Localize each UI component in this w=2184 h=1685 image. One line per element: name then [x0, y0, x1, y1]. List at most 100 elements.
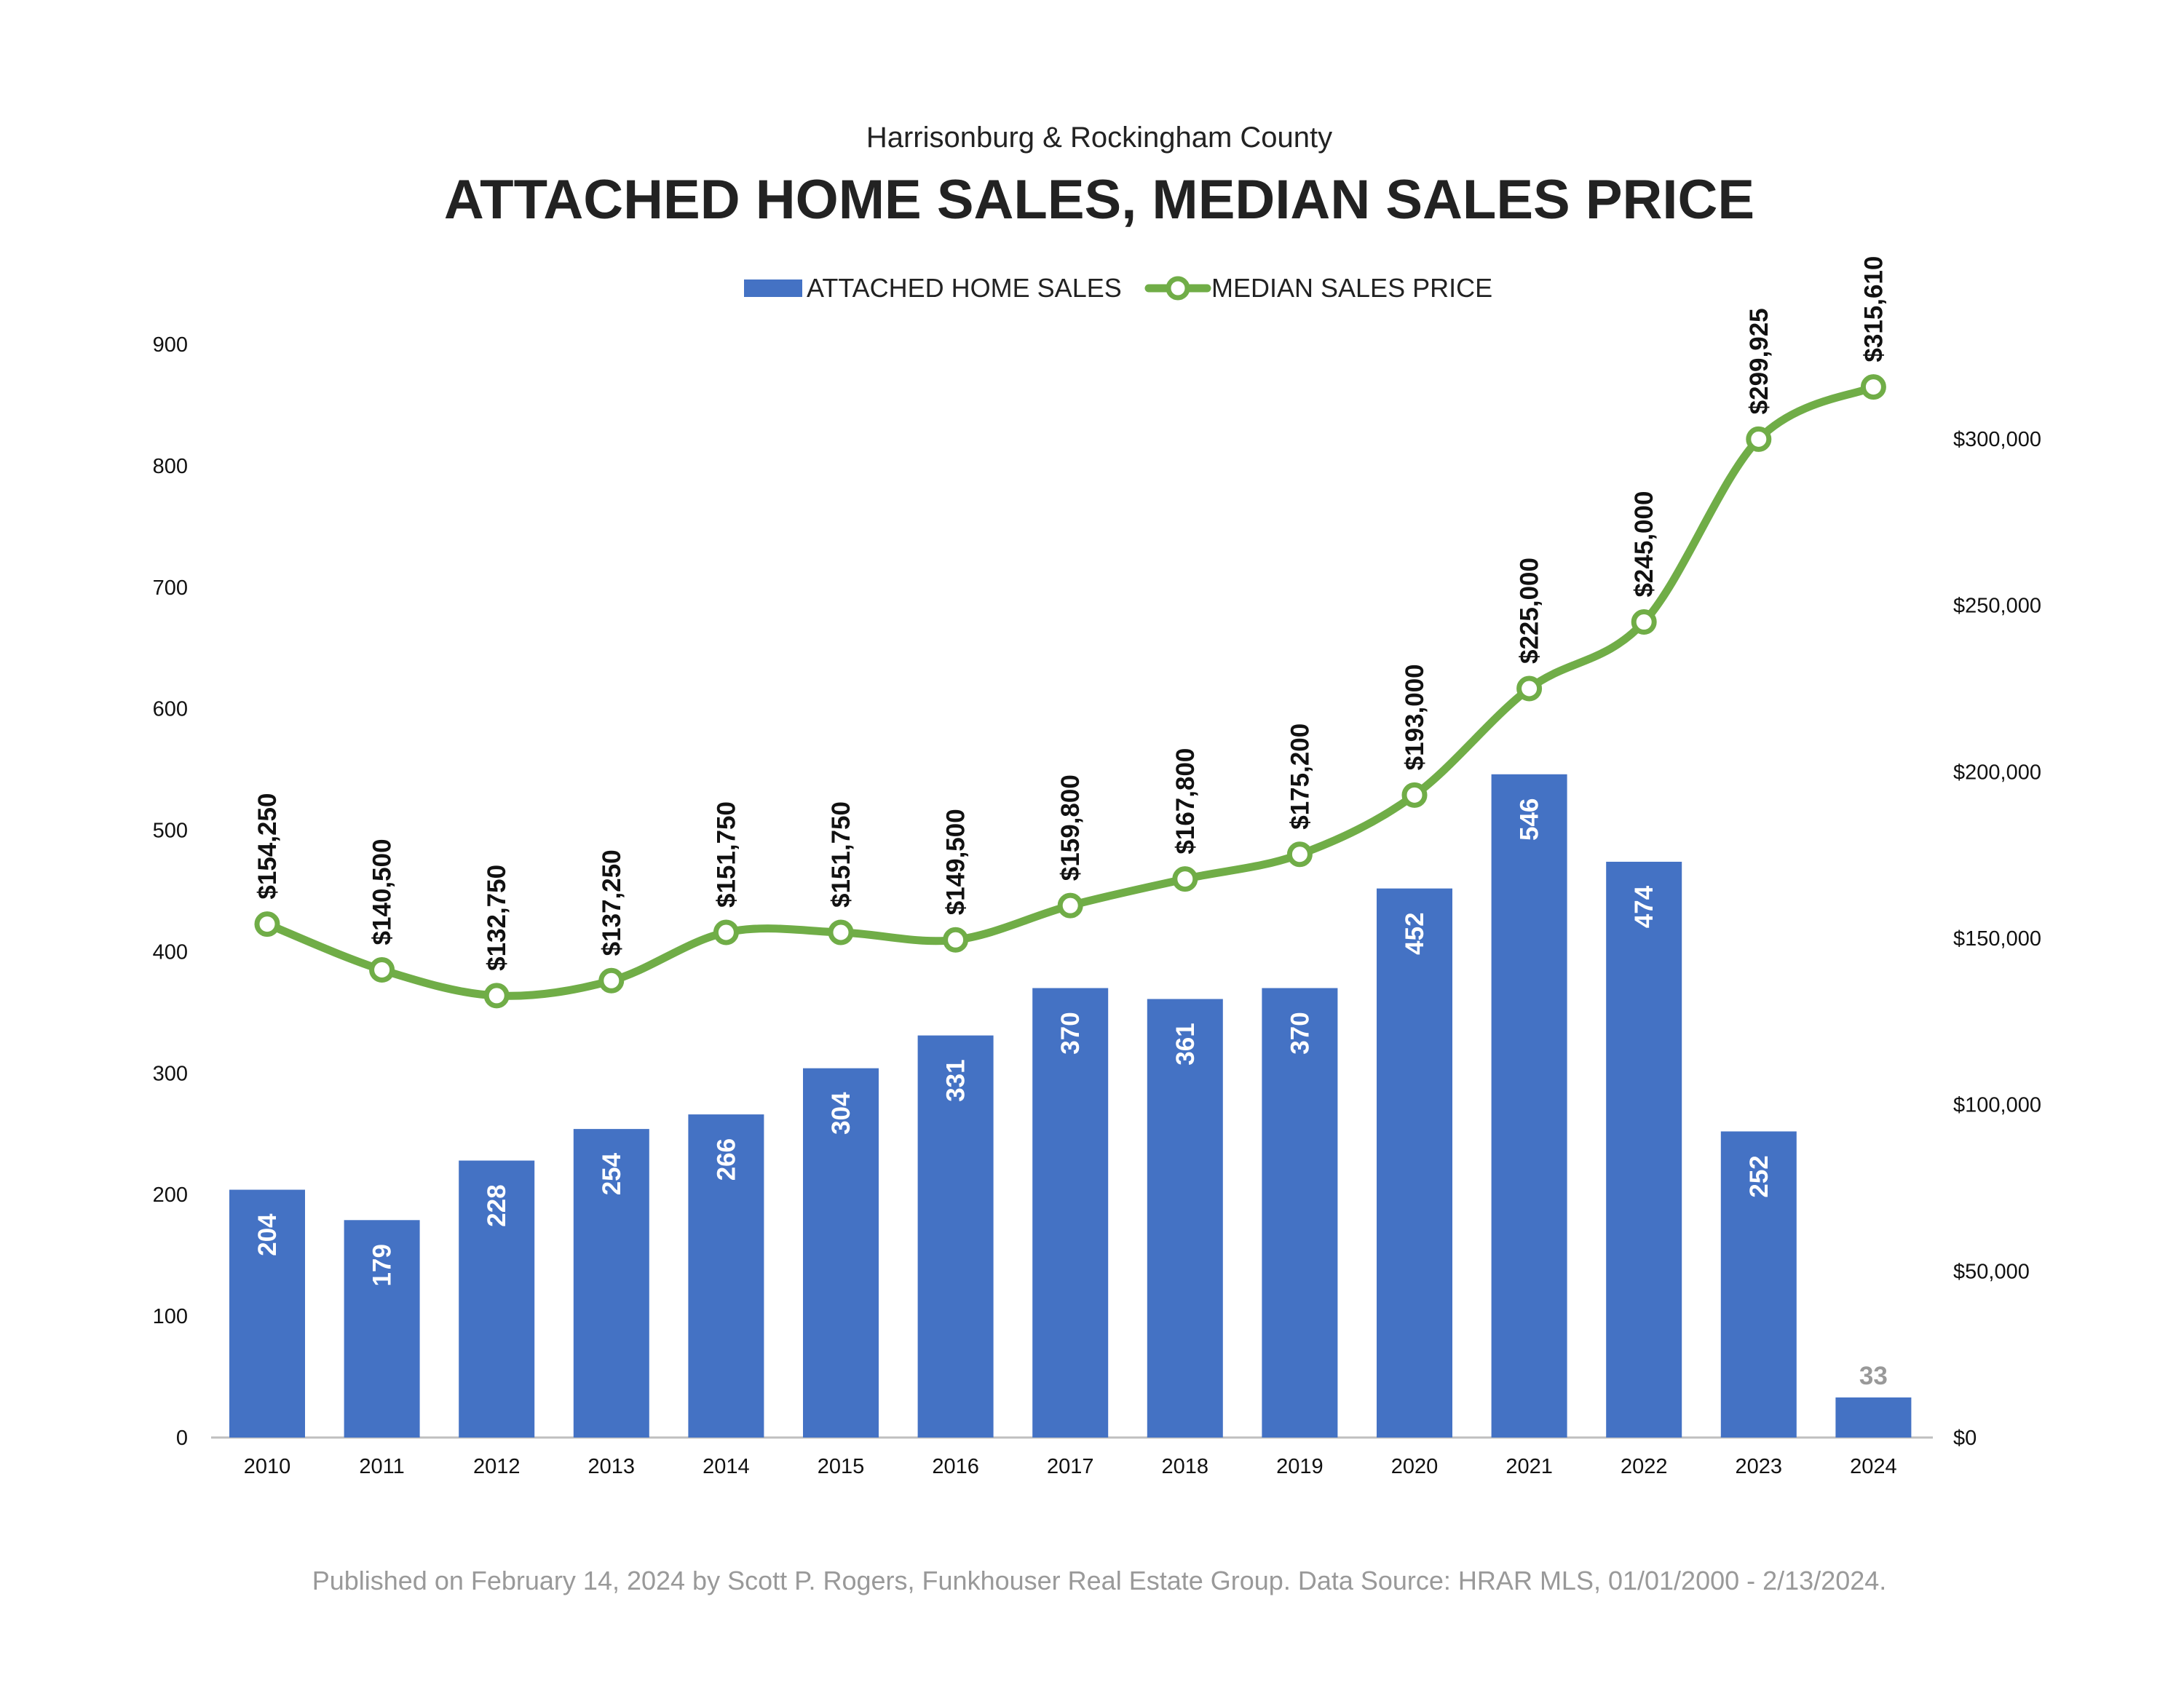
price-point-2010 [254, 911, 280, 937]
bar-2015 [803, 1068, 879, 1438]
price-data-label: $154,250 [253, 793, 282, 900]
legend-label-price: MEDIAN SALES PRICE [1211, 273, 1492, 303]
price-data-label: $151,750 [712, 801, 740, 908]
left-axis-tick-label: 800 [153, 455, 188, 478]
x-axis-tick-label: 2015 [818, 1455, 865, 1478]
line-series-median-sales-price: $154,250 $140,500 $132,750 $137,250 $151,750… [253, 256, 1888, 1009]
price-data-label: $167,800 [1171, 748, 1200, 855]
price-point-2012 [483, 983, 510, 1009]
x-axis-tick-label: 2023 [1736, 1455, 1783, 1478]
footer-source-note: Published on February 14, 2024 by Scott … [312, 1566, 1887, 1595]
price-point-2011 [369, 956, 395, 983]
bar-2011 [344, 1220, 420, 1438]
bar-2016 [917, 1035, 994, 1438]
x-axis-tick-label: 2018 [1162, 1455, 1209, 1478]
bar-2014 [688, 1114, 764, 1438]
left-axis-tick-label: 200 [153, 1184, 188, 1207]
price-data-label: $225,000 [1516, 558, 1544, 664]
price-point-2015 [828, 919, 854, 945]
left-axis-tick-label: 400 [153, 940, 188, 964]
price-data-label: $245,000 [1630, 491, 1658, 598]
x-axis-tick-label: 2017 [1047, 1455, 1094, 1478]
bar-data-label: 266 [712, 1138, 740, 1181]
bar-2023 [1720, 1131, 1797, 1438]
bar-data-label: 546 [1516, 798, 1544, 841]
x-axis-tick-label: 2011 [359, 1455, 404, 1478]
price-point-2019 [1286, 841, 1313, 868]
right-axis-tick-label: $0 [1953, 1427, 1977, 1450]
x-axis-tick-label: 2012 [473, 1455, 521, 1478]
left-axis-tick-label: 700 [153, 576, 188, 600]
right-axis-tick-label: $300,000 [1953, 428, 2041, 451]
bar-data-label: 33 [1859, 1362, 1888, 1390]
x-axis-tick-label: 2010 [244, 1455, 291, 1478]
price-data-label: $159,800 [1056, 774, 1085, 881]
legend-label-sales: ATTACHED HOME SALES [807, 273, 1122, 303]
bar-data-label: 361 [1171, 1023, 1200, 1065]
right-axis-tick-label: $250,000 [1953, 595, 2041, 618]
price-point-2020 [1401, 782, 1428, 808]
left-axis-tick-label: 0 [176, 1427, 188, 1450]
x-axis: 2010 2011 2012 2013 2014 2015 2016 2017 2018 2019… [244, 1455, 1897, 1478]
bar-data-label: 254 [598, 1152, 626, 1195]
x-axis-tick-label: 2016 [932, 1455, 979, 1478]
price-point-2016 [943, 927, 969, 953]
bar-series-attached-home-sales: 204 179 228 254 266 304 331 370 361 370 452 546 474 2… [229, 774, 1912, 1438]
right-axis-tick-label: $100,000 [1953, 1094, 2041, 1117]
bar-2012 [459, 1160, 535, 1438]
x-axis-tick-label: 2014 [703, 1455, 750, 1478]
price-point-2023 [1746, 426, 1772, 452]
price-data-label: $299,925 [1745, 308, 1773, 414]
bar-2013 [573, 1129, 649, 1438]
x-axis-tick-label: 2024 [1850, 1455, 1897, 1478]
bar-data-label: 252 [1745, 1155, 1773, 1197]
price-data-label: $137,250 [598, 849, 626, 956]
x-axis-tick-label: 2013 [588, 1455, 636, 1478]
bar-2020 [1377, 888, 1452, 1438]
left-axis-tick-label: 600 [153, 698, 188, 721]
price-data-label: $315,610 [1859, 256, 1888, 362]
right-axis: $0 $50,000 $100,000 $150,000 $200,000 $250,00… [1953, 428, 2041, 1450]
bar-data-label: 474 [1630, 885, 1658, 928]
bar-2022 [1606, 861, 1682, 1438]
bar-data-label: 179 [368, 1244, 397, 1286]
price-point-2017 [1057, 892, 1083, 919]
bar-2010 [229, 1189, 305, 1438]
bar-2017 [1032, 988, 1109, 1438]
bar-2019 [1262, 988, 1338, 1438]
price-data-label: $140,500 [368, 838, 397, 945]
bar-data-label: 228 [483, 1184, 511, 1226]
price-point-2022 [1631, 609, 1657, 635]
price-data-label: $149,500 [942, 809, 970, 915]
legend-swatch-price-marker [1166, 276, 1190, 301]
bar-data-label: 204 [253, 1213, 282, 1256]
bar-data-label: 370 [1286, 1012, 1314, 1054]
left-axis-tick-label: 300 [153, 1062, 188, 1085]
right-axis-tick-label: $200,000 [1953, 761, 2041, 784]
bar-data-label: 370 [1056, 1012, 1085, 1054]
legend: ATTACHED HOME SALES MEDIAN SALES PRICE [744, 273, 1492, 303]
bar-2018 [1147, 999, 1223, 1438]
x-axis-tick-label: 2020 [1391, 1455, 1439, 1478]
right-axis-tick-label: $150,000 [1953, 927, 2041, 951]
x-axis-tick-label: 2022 [1621, 1455, 1668, 1478]
bar-data-label: 331 [942, 1059, 970, 1101]
price-point-2018 [1172, 866, 1198, 892]
price-data-label: $151,750 [827, 801, 855, 908]
price-data-label: $193,000 [1401, 664, 1429, 770]
price-data-label: $175,200 [1286, 723, 1314, 830]
price-data-label: $132,750 [483, 865, 511, 971]
price-point-2014 [713, 919, 739, 945]
bar-data-label: 452 [1401, 912, 1429, 954]
bar-2024 [1835, 1397, 1912, 1438]
x-axis-tick-label: 2021 [1506, 1455, 1553, 1478]
bar-2021 [1491, 774, 1567, 1438]
left-axis-tick-label: 500 [153, 820, 188, 843]
chart-subtitle: Harrisonburg & Rockingham County [866, 122, 1332, 154]
right-axis-tick-label: $50,000 [1953, 1260, 2030, 1283]
left-axis: 0 100 200 300 400 500 600 700 800 900 [153, 333, 188, 1450]
left-axis-tick-label: 100 [153, 1305, 188, 1328]
price-point-2021 [1516, 675, 1543, 702]
left-axis-tick-label: 900 [153, 333, 188, 357]
